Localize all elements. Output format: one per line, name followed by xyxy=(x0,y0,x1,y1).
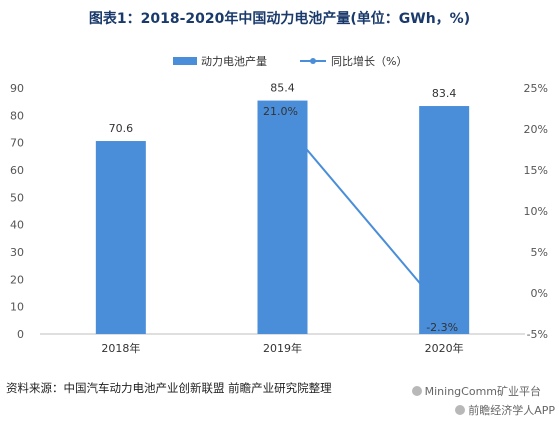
x-tick-label: 2018年 xyxy=(101,341,140,355)
legend-label-line: 同比增长（%） xyxy=(331,54,407,68)
watermark-text-1: MiningComm矿业平台 xyxy=(424,385,541,398)
legend-marker-line xyxy=(310,58,316,64)
y-left-tick-label: 40 xyxy=(10,219,24,232)
y-right-tick-label: 5% xyxy=(531,246,548,259)
growth-value-label: 21.0% xyxy=(263,105,298,118)
source-note: 资料来源：中国汽车动力电池产业创新联盟 前瞻产业研究院整理 xyxy=(6,381,332,395)
y-right-tick-label: 20% xyxy=(524,123,548,136)
bar xyxy=(419,106,470,334)
y-left-tick-label: 50 xyxy=(10,191,24,204)
bar-value-label: 70.6 xyxy=(109,122,134,135)
legend-label-bar: 动力电池产量 xyxy=(201,54,267,68)
growth-point xyxy=(441,309,447,315)
chart-title: 图表1：2018-2020年中国动力电池产量(单位：GWh，%) xyxy=(88,11,471,27)
y-left-tick-label: 90 xyxy=(10,82,24,95)
y-right-tick-label: 0% xyxy=(531,287,548,300)
watermark-line-2: 前瞻经济学人APP xyxy=(455,402,555,418)
bar xyxy=(95,141,146,334)
bar-value-label: 83.4 xyxy=(432,87,457,100)
x-tick-label: 2019年 xyxy=(263,341,302,355)
watermark-line-1: MiningComm矿业平台 xyxy=(411,383,541,399)
y-right-tick-label: 10% xyxy=(524,205,548,218)
growth-value-label: -2.3% xyxy=(426,321,458,334)
y-left-tick-label: 60 xyxy=(10,164,24,177)
y-left-tick-label: 30 xyxy=(10,246,24,259)
growth-point xyxy=(280,118,285,124)
bar-value-label: 85.4 xyxy=(270,82,295,95)
y-right-tick-label: 25% xyxy=(524,82,548,95)
bar xyxy=(257,100,308,334)
y-right-tick-label: -5% xyxy=(527,328,548,341)
y-left-tick-label: 20 xyxy=(10,273,24,286)
y-left-tick-label: 70 xyxy=(10,137,24,150)
y-left-tick-label: 10 xyxy=(10,301,24,314)
x-tick-label: 2020年 xyxy=(425,341,464,355)
chart-area: 0 10 20 30 40 50 60 70 80 90 -5% 0% 5% 10% 15% 20% 25% 70… xyxy=(10,54,548,355)
watermark-text-2: 前瞻经济学人APP xyxy=(468,404,555,417)
wechat-icon-2 xyxy=(455,405,466,415)
growth-line xyxy=(281,120,445,313)
y-left-tick-label: 0 xyxy=(17,328,24,341)
y-left-tick-label: 80 xyxy=(10,109,24,122)
wechat-icon xyxy=(411,386,422,396)
legend-swatch-bar xyxy=(173,57,197,65)
y-right-tick-label: 15% xyxy=(524,164,548,177)
